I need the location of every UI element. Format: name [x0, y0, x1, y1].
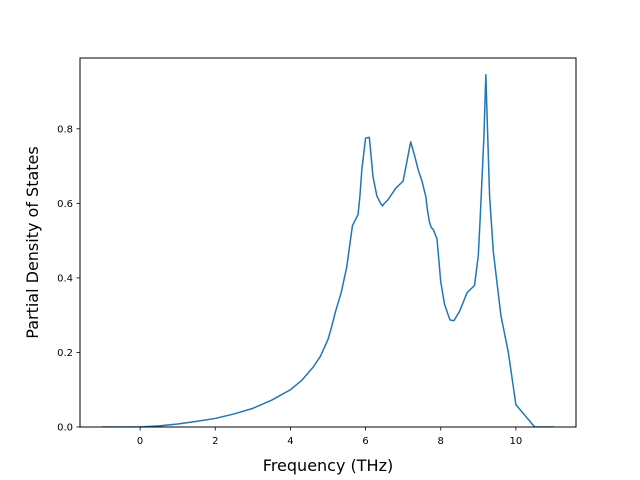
axes-frame [79, 57, 577, 428]
y-tick-label: 0.4 [57, 274, 73, 285]
y-tick-label: 0.8 [57, 124, 73, 135]
x-tick-label: 0 [137, 436, 143, 447]
y-tick-label: 0.2 [57, 348, 73, 359]
x-tick-label: 4 [287, 436, 293, 447]
x-tick-label: 6 [362, 436, 368, 447]
y-tick-label: 0.6 [57, 199, 73, 210]
x-tick-label: 2 [212, 436, 218, 447]
pdos-series-line-0 [101, 74, 555, 427]
x-tick-label: 10 [510, 436, 523, 447]
x-axis-ticks: 0 2 4 6 8 10 [137, 427, 522, 447]
y-axis-label: Partial Density of States [23, 146, 42, 338]
x-tick-label: 8 [438, 436, 444, 447]
plot-layer [101, 74, 555, 427]
y-tick-label: 0.0 [57, 423, 73, 434]
y-axis-ticks: 0.0 0.2 0.4 0.6 0.8 [57, 124, 80, 434]
x-axis-label: Frequency (THz) [263, 456, 393, 475]
